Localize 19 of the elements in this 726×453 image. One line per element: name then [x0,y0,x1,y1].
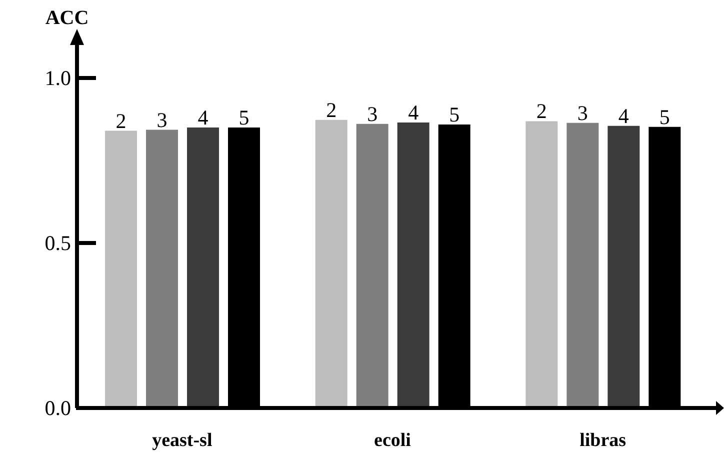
text: 5 [659,104,670,129]
text: 3 [367,102,378,126]
x-tick-label: ecoli [374,430,411,451]
y-tick-label: 0.0 [44,396,71,420]
text: 3 [577,100,588,125]
x-tick-label: yeast-sl [152,430,212,451]
series-label: 4 [198,106,209,130]
text: 2 [536,99,547,124]
y-tick-label: 0.5 [44,231,71,255]
series-label: 5 [238,106,250,130]
series-label: 2 [116,108,126,133]
y-axis-title: ACC [45,7,89,29]
text: 5 [449,102,460,127]
text: 4 [618,104,629,128]
text: 4 [408,100,419,125]
x-tick-label: libras [580,430,626,451]
series-label: 3 [156,108,168,132]
y-tick-label: 1.0 [44,66,71,90]
text: 2 [326,98,337,122]
